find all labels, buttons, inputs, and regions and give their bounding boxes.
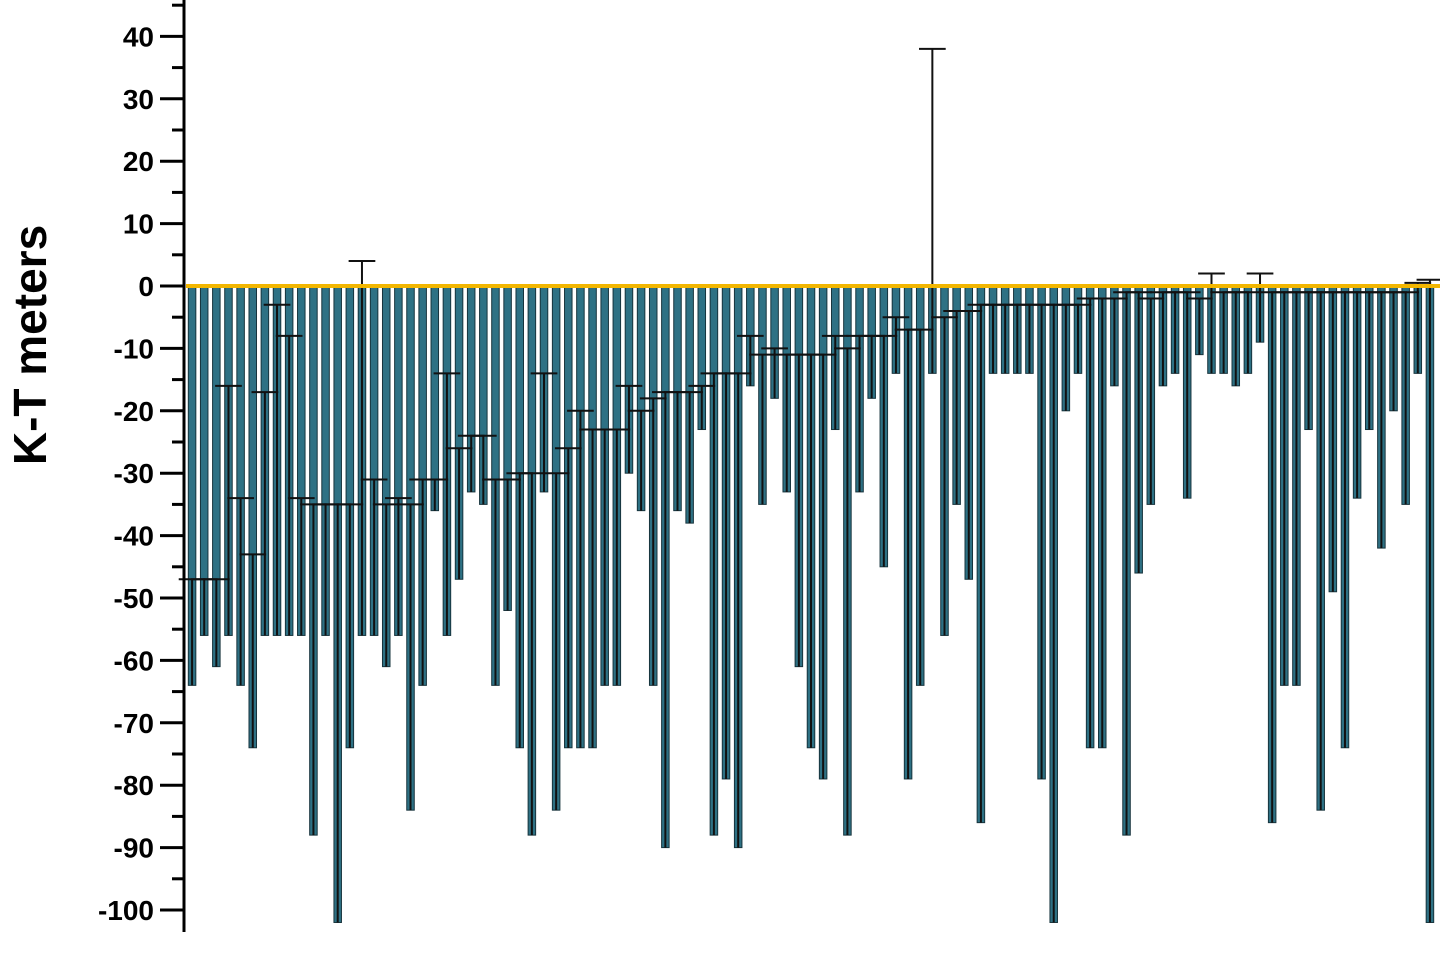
error-bar xyxy=(530,372,558,492)
error-bar xyxy=(870,334,898,567)
error-bar xyxy=(227,497,254,686)
y-axis-label: K-T meters xyxy=(4,225,56,465)
error-bar xyxy=(1416,278,1440,923)
error-bar xyxy=(336,503,364,748)
error-bar xyxy=(676,391,703,524)
y-tick-label: -80 xyxy=(114,770,154,801)
y-tick-label: -50 xyxy=(114,583,154,614)
error-bar xyxy=(567,409,594,748)
error-bar xyxy=(1186,297,1213,355)
error-bar xyxy=(749,353,776,505)
error-bar xyxy=(385,497,412,636)
error-bar xyxy=(821,334,849,430)
error-bar xyxy=(554,447,582,748)
error-bar xyxy=(724,372,752,848)
y-tick-label: 20 xyxy=(123,146,154,177)
error-bar xyxy=(1173,291,1201,499)
error-bar xyxy=(882,316,910,374)
error-bar xyxy=(433,372,461,636)
error-bar xyxy=(469,434,497,505)
error-bar xyxy=(360,478,388,636)
y-axis: 40 30 20 10 0 -10 -20 -30 -40 -50 -60 -70 -80 -90 -100 xyxy=(98,0,186,932)
error-bar xyxy=(615,384,643,474)
y-tick-label: 10 xyxy=(123,209,154,240)
error-bar xyxy=(263,303,291,636)
error-bars-layer xyxy=(178,47,1440,923)
error-bar xyxy=(1198,272,1225,374)
y-tick-label: 0 xyxy=(138,271,154,302)
error-bar xyxy=(639,397,667,686)
error-bar xyxy=(518,472,546,836)
y-tick-label: -60 xyxy=(114,645,154,676)
y-tick-label: -100 xyxy=(98,895,154,926)
error-bar xyxy=(239,553,267,748)
bar xyxy=(430,285,440,512)
error-bar xyxy=(1125,291,1153,574)
error-bar xyxy=(421,478,449,511)
error-bar xyxy=(348,260,376,636)
error-bar xyxy=(251,391,279,636)
y-tick-label: -40 xyxy=(114,521,154,552)
error-bar xyxy=(1392,291,1420,505)
error-bar xyxy=(397,503,424,811)
y-tick-label: -10 xyxy=(114,333,154,364)
y-tick-label: 40 xyxy=(123,21,154,52)
error-bar xyxy=(494,478,521,611)
error-bar xyxy=(372,503,400,667)
error-bar xyxy=(1234,291,1262,374)
error-bar xyxy=(1404,281,1432,374)
error-bar xyxy=(1137,297,1165,505)
error-bar xyxy=(688,384,716,430)
error-bar xyxy=(955,309,983,580)
error-bar xyxy=(287,497,315,636)
error-bar xyxy=(834,347,861,836)
error-bar xyxy=(627,409,655,511)
y-tick-label: -70 xyxy=(114,708,154,739)
error-bar xyxy=(1101,297,1128,386)
error-bar xyxy=(809,353,837,779)
y-tick-label: -90 xyxy=(114,833,154,864)
error-bar xyxy=(931,316,958,636)
error-bar xyxy=(1064,303,1092,374)
y-tick-label: -20 xyxy=(114,396,154,427)
error-bar xyxy=(736,334,764,386)
error-bar xyxy=(919,47,946,374)
y-tick-label: 30 xyxy=(123,84,154,115)
error-bar xyxy=(906,328,934,686)
error-bar xyxy=(445,447,473,580)
error-bar xyxy=(542,472,570,811)
error-bar xyxy=(603,428,631,686)
error-bar xyxy=(215,384,242,636)
y-tick-label: -30 xyxy=(114,458,154,489)
error-bar xyxy=(275,334,303,636)
error-bar xyxy=(202,578,230,667)
error-bar xyxy=(761,347,788,399)
